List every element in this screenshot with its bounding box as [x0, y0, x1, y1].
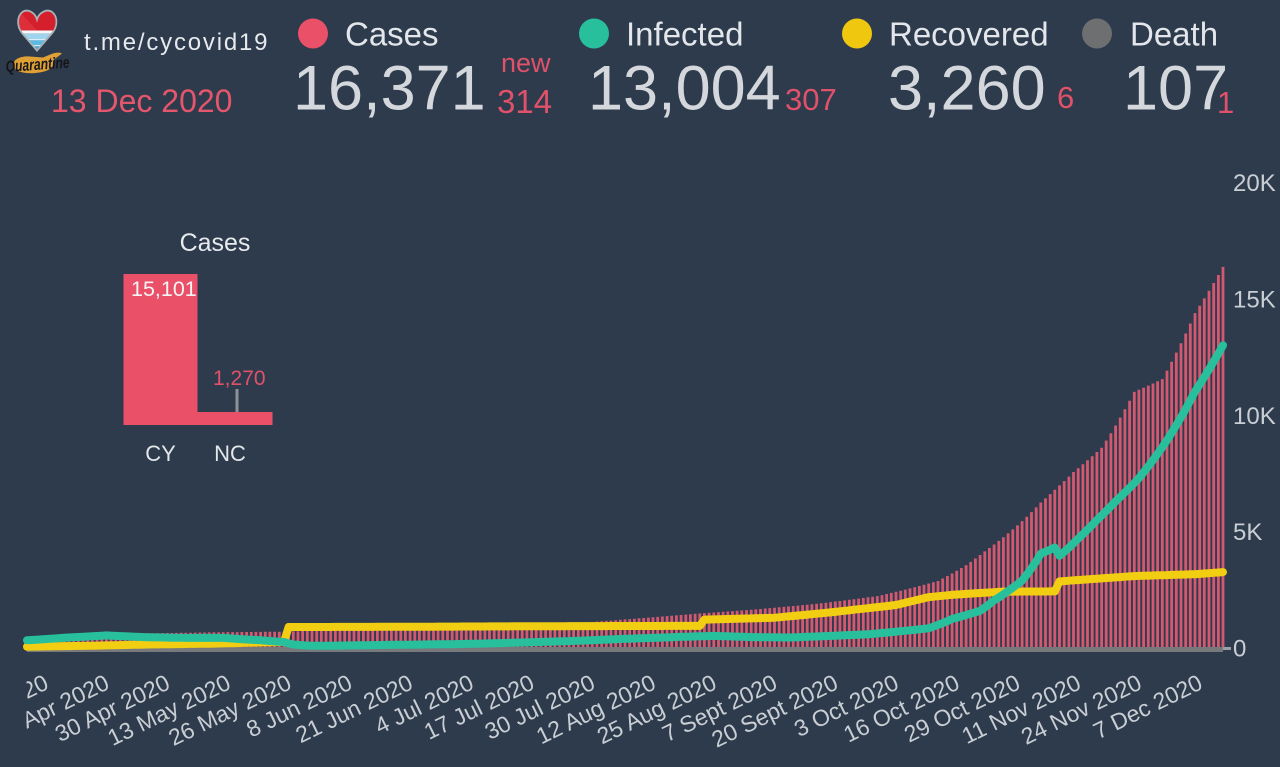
svg-text:Cases: Cases: [345, 16, 439, 53]
svg-text:1: 1: [1217, 85, 1234, 120]
svg-text:16,371: 16,371: [293, 54, 486, 124]
svg-text:307: 307: [785, 82, 837, 117]
svg-text:13 Dec 2020: 13 Dec 2020: [51, 83, 232, 119]
svg-text:15,101: 15,101: [131, 277, 197, 301]
svg-text:13,004: 13,004: [588, 54, 781, 124]
svg-text:1,270: 1,270: [213, 367, 266, 390]
svg-text:15K: 15K: [1233, 286, 1276, 313]
svg-text:6: 6: [1057, 80, 1074, 115]
svg-text:107: 107: [1123, 54, 1228, 124]
svg-text:5K: 5K: [1233, 519, 1262, 546]
svg-text:3,260: 3,260: [888, 54, 1046, 124]
svg-text:Quarantine: Quarantine: [5, 55, 70, 76]
svg-text:new: new: [501, 48, 551, 78]
svg-text:20K: 20K: [1233, 170, 1276, 197]
svg-text:NC: NC: [214, 441, 246, 466]
svg-text:314: 314: [497, 83, 552, 120]
svg-text:Cases: Cases: [180, 229, 251, 257]
svg-text:Death: Death: [1130, 16, 1218, 53]
svg-text:10K: 10K: [1233, 403, 1276, 430]
svg-text:Recovered: Recovered: [889, 16, 1049, 53]
svg-text:Infected: Infected: [626, 16, 743, 53]
svg-text:0: 0: [1233, 636, 1246, 663]
svg-text:t.me/cycovid19: t.me/cycovid19: [84, 29, 269, 56]
svg-text:CY: CY: [145, 441, 176, 466]
